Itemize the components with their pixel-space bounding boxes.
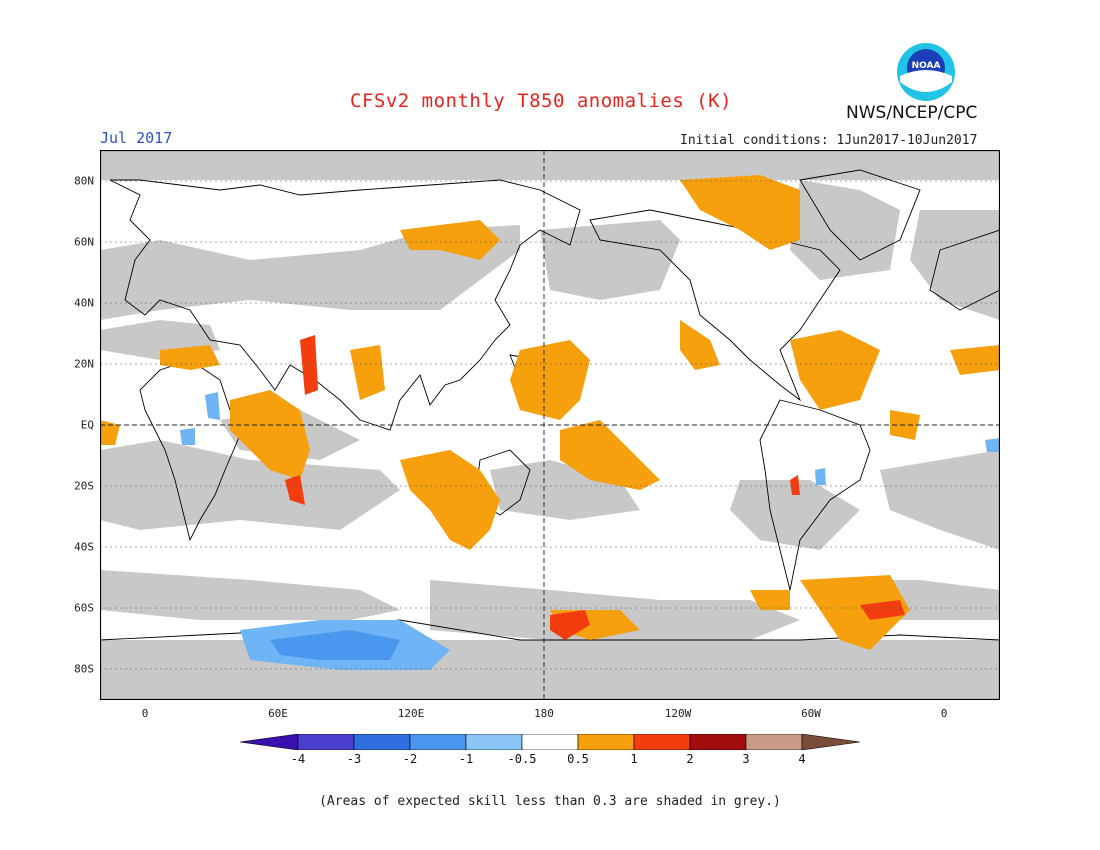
lon-label: 180 — [534, 707, 554, 720]
equator-and-dateline — [100, 150, 1000, 700]
noaa-logo: NOAA — [897, 43, 955, 101]
colorbar-segment — [633, 734, 691, 750]
skill-note: (Areas of expected skill less than 0.3 a… — [319, 794, 781, 809]
lon-label: 60E — [268, 707, 288, 720]
colorbar-label: 0.5 — [567, 752, 589, 766]
colorbar-label: -2 — [402, 752, 418, 766]
lat-label: 80S — [74, 662, 94, 676]
colorbar-label: 4 — [798, 752, 806, 766]
colorbar-segment — [577, 734, 635, 750]
lat-label: 40N — [74, 296, 94, 310]
colorbar-segment — [521, 734, 579, 750]
colorbar-label: 3 — [742, 752, 750, 766]
lat-label: EQ — [80, 418, 94, 432]
lat-label: 20N — [74, 357, 94, 371]
lat-label: 80N — [74, 174, 94, 188]
strong-positive-anomaly-areas — [285, 335, 905, 640]
colorbar-label: -3 — [346, 752, 362, 766]
lat-label: 20S — [74, 479, 94, 493]
lon-label: 0 — [940, 707, 948, 720]
lon-label: 120W — [664, 707, 692, 720]
colorbar-label: -4 — [290, 752, 306, 766]
colorbar-label: 1 — [630, 752, 638, 766]
lat-label: 40S — [74, 540, 94, 554]
anomaly-map — [100, 150, 1000, 700]
positive-anomaly-areas — [100, 175, 1000, 650]
grid-lines — [100, 180, 1000, 670]
colorbar-segment — [409, 734, 467, 750]
initial-conditions: Initial conditions: 1Jun2017-10Jun2017 — [680, 133, 978, 148]
colorbar-segment — [745, 734, 803, 750]
forecast-month: Jul 2017 — [100, 129, 173, 147]
agency-label: NWS/NCEP/CPC — [846, 103, 978, 123]
colorbar-segment — [801, 734, 860, 750]
colorbar-label: -0.5 — [507, 752, 537, 766]
chart-title: CFSv2 monthly T850 anomalies (K) — [350, 90, 733, 112]
colorbar — [240, 734, 860, 750]
noaa-logo-text: NOAA — [912, 61, 941, 71]
colorbar-segment — [689, 734, 747, 750]
lon-label: 120E — [397, 707, 425, 720]
colorbar-label: -1 — [458, 752, 474, 766]
colorbar-labels: -4 -3 -2 -1 -0.5 0.5 1 2 3 4 — [240, 752, 860, 768]
colorbar-segment — [465, 734, 523, 750]
colorbar-segment — [353, 734, 411, 750]
lat-label: 60N — [74, 235, 94, 249]
lon-label: 0 — [141, 707, 149, 720]
colorbar-segment — [297, 734, 355, 750]
colorbar-segment — [240, 734, 299, 750]
negative-anomaly-areas — [180, 392, 1000, 670]
lon-label: 60W — [801, 707, 821, 720]
map-border — [100, 150, 1000, 700]
lat-label: 60S — [74, 601, 94, 615]
colorbar-label: 2 — [686, 752, 694, 766]
